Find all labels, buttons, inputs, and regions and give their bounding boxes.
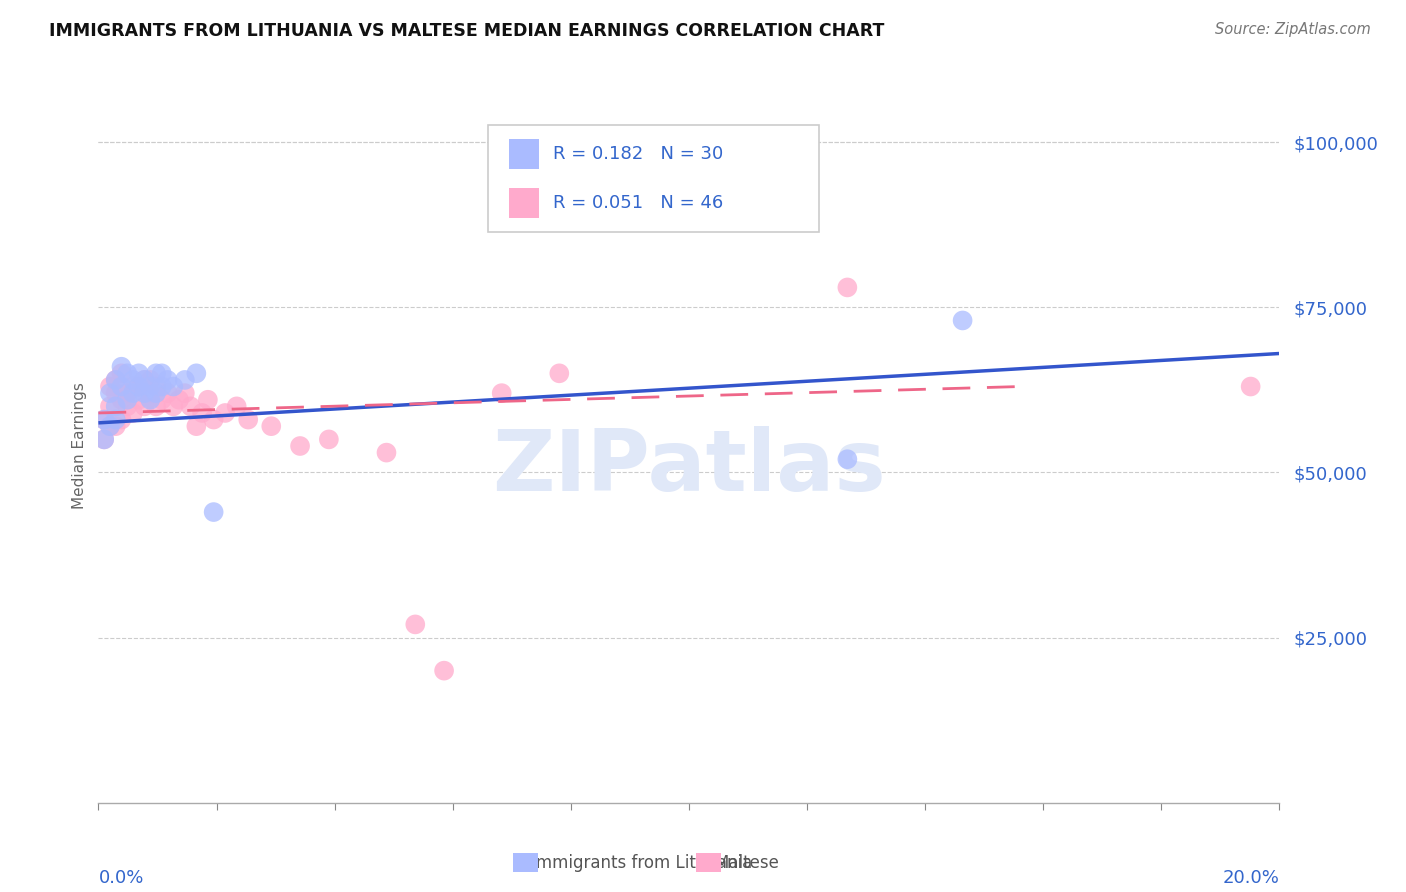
Text: IMMIGRANTS FROM LITHUANIA VS MALTESE MEDIAN EARNINGS CORRELATION CHART: IMMIGRANTS FROM LITHUANIA VS MALTESE MED… xyxy=(49,22,884,40)
Point xyxy=(150,392,173,407)
Text: R = 0.051   N = 46: R = 0.051 N = 46 xyxy=(553,194,723,212)
Point xyxy=(93,433,115,447)
Point xyxy=(202,505,225,519)
Text: Maltese: Maltese xyxy=(714,854,779,871)
Point xyxy=(837,280,859,294)
Point xyxy=(150,367,173,381)
Point xyxy=(134,386,156,401)
Point xyxy=(837,452,859,467)
Point xyxy=(115,400,138,414)
Point xyxy=(122,406,145,420)
Point xyxy=(260,419,283,434)
Point xyxy=(104,400,127,414)
Point xyxy=(134,373,156,387)
Text: Immigrants from Lithuania: Immigrants from Lithuania xyxy=(531,854,752,871)
Bar xyxy=(509,188,538,218)
Point xyxy=(173,386,195,401)
Point xyxy=(110,379,132,393)
Point xyxy=(128,379,150,393)
Point xyxy=(110,412,132,426)
Point xyxy=(128,367,150,381)
Point xyxy=(180,400,202,414)
Point xyxy=(134,373,156,387)
Point xyxy=(115,367,138,381)
Point xyxy=(191,406,214,420)
Point xyxy=(167,392,190,407)
Point xyxy=(225,400,247,414)
Point xyxy=(150,379,173,393)
Y-axis label: Median Earnings: Median Earnings xyxy=(72,383,87,509)
Point xyxy=(214,406,236,420)
Bar xyxy=(509,139,538,169)
Point xyxy=(104,373,127,387)
Point xyxy=(104,386,127,401)
Point xyxy=(548,367,571,381)
Point xyxy=(115,392,138,407)
Text: 0.0%: 0.0% xyxy=(98,869,143,887)
Point xyxy=(197,392,219,407)
Text: R = 0.182   N = 30: R = 0.182 N = 30 xyxy=(553,145,723,162)
Point xyxy=(98,419,121,434)
Point xyxy=(202,412,225,426)
Point xyxy=(433,664,456,678)
Bar xyxy=(488,125,818,232)
Point xyxy=(162,400,184,414)
Point xyxy=(145,379,167,393)
Point xyxy=(139,373,162,387)
Point xyxy=(145,400,167,414)
Point xyxy=(98,419,121,434)
Point xyxy=(186,419,208,434)
Point xyxy=(156,386,179,401)
Point xyxy=(122,379,145,393)
Point xyxy=(318,433,340,447)
Point xyxy=(375,445,398,459)
Point xyxy=(98,386,121,401)
Point xyxy=(952,313,974,327)
Point xyxy=(104,373,127,387)
Point xyxy=(139,392,162,407)
Text: Source: ZipAtlas.com: Source: ZipAtlas.com xyxy=(1215,22,1371,37)
Point xyxy=(1240,379,1263,393)
Point xyxy=(122,386,145,401)
Point xyxy=(104,412,127,426)
Point xyxy=(115,386,138,401)
Point xyxy=(156,373,179,387)
Point xyxy=(104,419,127,434)
Text: ZIPatlas: ZIPatlas xyxy=(492,425,886,509)
Point xyxy=(145,367,167,381)
Point xyxy=(139,379,162,393)
Point xyxy=(122,373,145,387)
Point xyxy=(98,379,121,393)
Point xyxy=(404,617,426,632)
Point xyxy=(98,400,121,414)
Point xyxy=(134,400,156,414)
Point xyxy=(162,379,184,393)
Point xyxy=(139,386,162,401)
Point xyxy=(173,373,195,387)
Point xyxy=(110,359,132,374)
Point xyxy=(288,439,311,453)
Point xyxy=(93,412,115,426)
Point xyxy=(110,392,132,407)
Point xyxy=(145,386,167,401)
Point xyxy=(491,386,513,401)
Point xyxy=(128,392,150,407)
Point xyxy=(93,412,115,426)
Point xyxy=(93,433,115,447)
Point xyxy=(110,367,132,381)
Text: 20.0%: 20.0% xyxy=(1223,869,1279,887)
Point xyxy=(128,379,150,393)
Point xyxy=(186,367,208,381)
Point xyxy=(238,412,260,426)
